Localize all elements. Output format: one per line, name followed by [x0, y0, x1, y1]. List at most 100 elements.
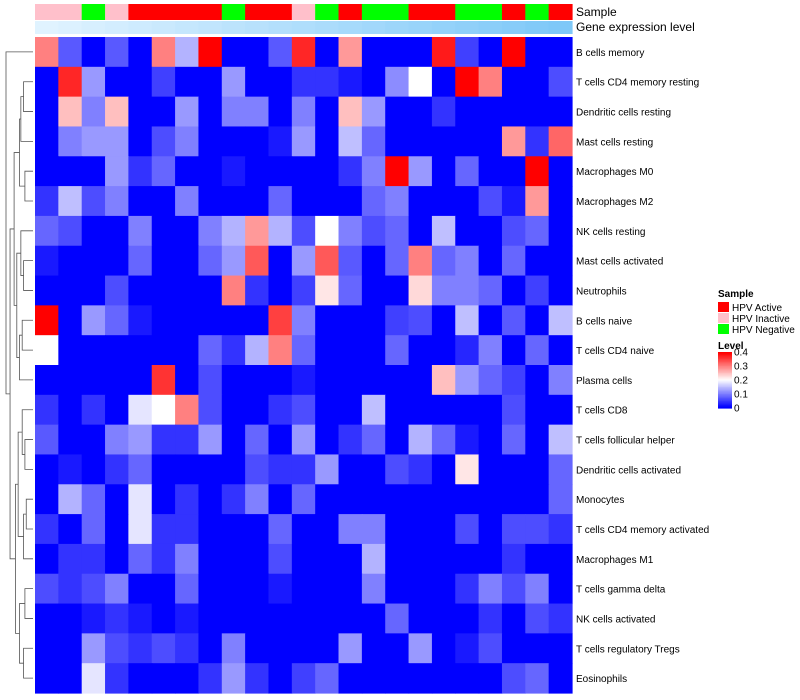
- heatmap-cell: [548, 484, 573, 515]
- dendrogram-branch: [25, 498, 33, 530]
- sample-track-cell: [315, 4, 340, 20]
- heatmap-cell: [175, 245, 200, 277]
- level-legend-title: Level: [718, 341, 744, 352]
- heatmap-cell: [315, 514, 340, 545]
- heatmap-cell: [315, 663, 340, 694]
- heatmap-cell: [291, 245, 316, 277]
- heatmap-cell: [548, 335, 573, 366]
- heatmap-cell: [525, 96, 550, 128]
- heatmap-cell: [501, 156, 526, 187]
- heatmap-cell: [151, 66, 176, 98]
- heatmap-cell: [128, 603, 153, 634]
- heatmap-cell: [128, 663, 153, 694]
- heatmap-cell: [221, 305, 246, 336]
- heatmap-cell: [501, 305, 526, 336]
- heatmap-cell: [548, 394, 573, 426]
- heatmap-cell: [361, 633, 386, 664]
- heatmap-cell: [431, 275, 456, 306]
- heatmap-cell: [385, 245, 410, 277]
- heatmap-cell: [291, 514, 316, 545]
- heatmap-cell: [198, 573, 223, 605]
- level-legend-gradient-step: [718, 381, 732, 384]
- heatmap-cell: [478, 514, 503, 545]
- heatmap-cell: [151, 186, 176, 217]
- heatmap-cell: [221, 663, 246, 694]
- heatmap-cell: [455, 126, 480, 157]
- heatmap-cell: [525, 394, 550, 426]
- heatmap-cell: [548, 424, 573, 456]
- heatmap-cell: [501, 365, 526, 396]
- heatmap-cell: [361, 543, 386, 575]
- heatmap-cell: [291, 663, 316, 694]
- heatmap-cell: [198, 424, 223, 456]
- dendrogram-branch: [24, 588, 33, 619]
- heatmap-cell: [455, 633, 480, 664]
- heatmap-cell: [151, 633, 176, 664]
- row-label: Macrophages M0: [576, 167, 654, 178]
- heatmap-cell: [315, 484, 340, 515]
- heatmap-cell: [455, 394, 480, 426]
- heatmap-cell: [58, 305, 83, 336]
- heatmap-cell: [431, 96, 456, 128]
- heatmap-cell: [431, 454, 456, 485]
- heatmap-cell: [525, 66, 550, 98]
- heatmap-cell: [81, 275, 106, 306]
- heatmap-cell: [291, 96, 316, 128]
- level-legend-tick: 0: [734, 404, 740, 415]
- heatmap-cell: [175, 514, 200, 545]
- dendrogram-branch: [5, 51, 33, 395]
- heatmap-cell: [128, 454, 153, 485]
- heatmap-cell: [151, 305, 176, 336]
- heatmap-cell: [268, 394, 293, 426]
- row-label: Macrophages M2: [576, 197, 654, 208]
- level-legend-gradient-step: [718, 380, 732, 382]
- heatmap-cell: [291, 573, 316, 605]
- heatmap-cell: [315, 633, 340, 664]
- heatmap-cell: [198, 245, 223, 277]
- sample-track-cell: [221, 4, 246, 20]
- level-legend-gradient-step: [718, 378, 732, 381]
- sample-track-label: Sample: [576, 5, 617, 19]
- gene-track-cell: [268, 21, 293, 34]
- sample-legend-swatch: [718, 324, 729, 334]
- dendrogram-branch: [23, 647, 33, 679]
- heatmap-cell: [268, 96, 293, 128]
- heatmap-cell: [478, 245, 503, 277]
- heatmap-cell: [548, 66, 573, 98]
- heatmap-cell: [478, 156, 503, 187]
- heatmap-cell: [431, 663, 456, 694]
- heatmap-cell: [548, 126, 573, 157]
- gene-track-cell: [81, 21, 106, 34]
- heatmap-cell: [128, 215, 153, 247]
- heatmap-cell: [525, 245, 550, 277]
- heatmap-cell: [501, 454, 526, 485]
- heatmap-cell: [198, 365, 223, 396]
- heatmap-cell: [151, 663, 176, 694]
- heatmap-cell: [315, 245, 340, 277]
- heatmap-cell: [105, 543, 129, 575]
- heatmap-cell: [81, 484, 106, 515]
- gene-track-cell: [35, 21, 59, 34]
- gene-expression-track-label: Gene expression level: [576, 20, 695, 34]
- level-legend-gradient-step: [718, 354, 732, 357]
- heatmap-cell: [455, 215, 480, 247]
- heatmap-cell: [105, 603, 129, 634]
- heatmap-cell: [385, 365, 410, 396]
- heatmap-cell: [291, 365, 316, 396]
- heatmap-cell: [58, 603, 83, 634]
- heatmap-cell: [385, 573, 410, 605]
- heatmap-cell: [58, 66, 83, 98]
- heatmap-cell: [478, 454, 503, 485]
- heatmap-cell: [525, 186, 550, 217]
- heatmap-cell: [315, 215, 340, 247]
- heatmap-cell: [58, 335, 83, 366]
- level-legend-gradient-step: [718, 382, 732, 385]
- heatmap-cell: [245, 543, 270, 575]
- level-legend-tick: 0.1: [734, 390, 748, 401]
- heatmap-cell: [268, 37, 293, 68]
- gene-track-cell: [245, 21, 270, 34]
- level-legend-gradient-step: [718, 353, 732, 356]
- heatmap-cell: [198, 454, 223, 485]
- heatmap-cell: [221, 96, 246, 128]
